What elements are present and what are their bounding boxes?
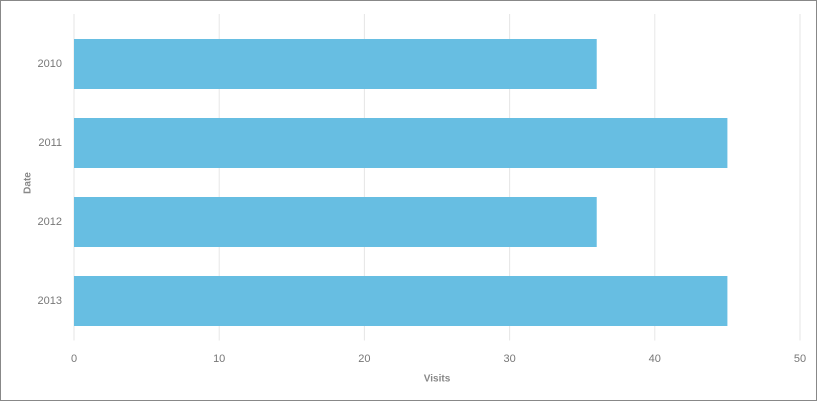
- x-tick-label: 20: [358, 353, 370, 365]
- x-axis-title: Visits: [424, 374, 451, 385]
- x-tick-label: 10: [213, 353, 225, 365]
- bar: [74, 276, 728, 326]
- x-tick-label: 40: [649, 353, 661, 365]
- bar: [74, 118, 728, 168]
- bar: [74, 39, 597, 89]
- x-tick-label: 0: [71, 353, 77, 365]
- y-tick-label: 2013: [38, 295, 62, 307]
- y-tick-label: 2011: [38, 137, 62, 149]
- y-tick-label: 2012: [38, 216, 62, 228]
- x-tick-label: 30: [503, 353, 515, 365]
- bar: [74, 197, 597, 247]
- y-axis-title: Date: [23, 172, 34, 194]
- x-tick-label: 50: [794, 353, 806, 365]
- y-tick-label: 2010: [38, 58, 62, 70]
